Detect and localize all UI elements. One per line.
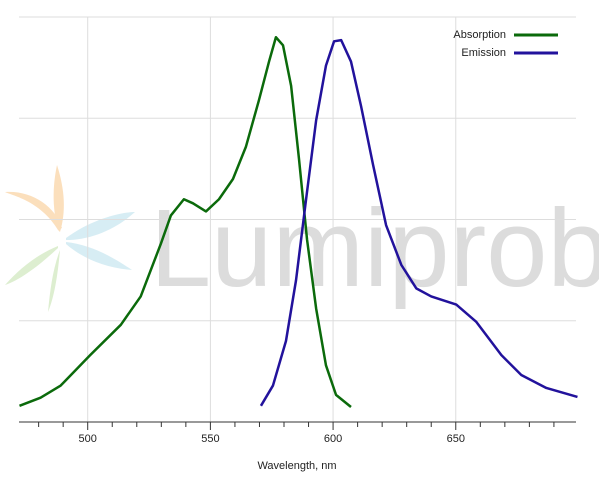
x-tick-label: 650	[447, 433, 465, 445]
logo-petals	[5, 165, 135, 312]
x-tick-label: 550	[201, 433, 219, 445]
data-line	[259, 38, 578, 407]
x-tick-label: 600	[324, 433, 342, 445]
x-tick-label: 500	[79, 433, 97, 445]
legend-label: Absorption	[453, 29, 506, 41]
watermark: Lumiprobe	[150, 187, 599, 310]
legend-label: Emission	[461, 47, 506, 59]
data-line	[19, 36, 352, 408]
x-axis-label: Wavelength, nm	[257, 460, 336, 472]
